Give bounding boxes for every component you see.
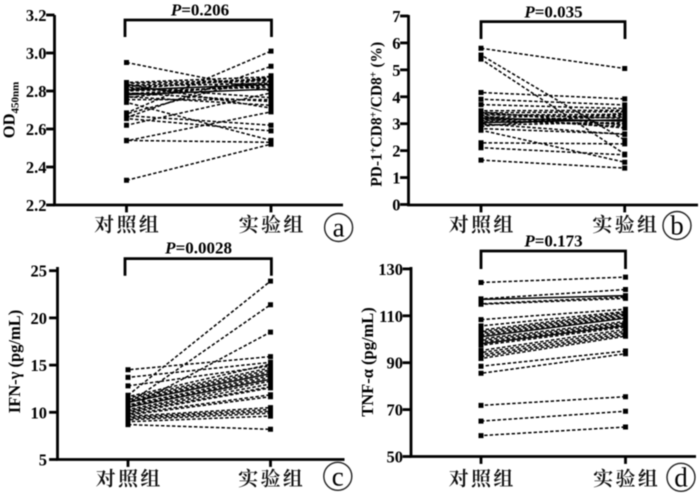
svg-text:7: 7 [392,7,400,26]
svg-text:3: 3 [392,115,400,134]
svg-text:25: 25 [31,262,48,281]
svg-text:1: 1 [392,169,400,188]
svg-text:5: 5 [392,61,400,80]
svg-text:20: 20 [31,309,48,328]
svg-text:70: 70 [387,401,404,420]
svg-text:10: 10 [31,403,48,422]
svg-text:d: d [674,462,688,492]
svg-text:6: 6 [392,34,400,53]
svg-text:90: 90 [387,354,404,373]
svg-text:OD450nm: OD450nm [0,82,21,139]
svg-text:P=0.0028: P=0.0028 [164,239,232,258]
svg-text:P=0.035: P=0.035 [523,3,582,22]
svg-text:IFN-γ (pg/mL): IFN-γ (pg/mL) [5,310,24,414]
svg-text:110: 110 [379,307,403,326]
svg-text:P=0.206: P=0.206 [170,1,229,20]
svg-text:2.4: 2.4 [26,158,47,177]
svg-text:a: a [333,213,345,243]
svg-text:50: 50 [387,448,404,467]
svg-text:PD-1+CD8+/CD8+ (%): PD-1+CD8+/CD8+ (%) [369,42,386,187]
svg-text:130: 130 [378,260,403,279]
svg-text:c: c [332,461,344,491]
svg-text:15: 15 [31,356,48,375]
svg-text:3.2: 3.2 [26,6,47,25]
svg-text:b: b [670,211,684,241]
svg-text:5: 5 [39,451,47,470]
svg-text:0: 0 [392,196,400,215]
svg-text:2.2: 2.2 [26,196,47,215]
svg-text:2.6: 2.6 [26,120,47,139]
svg-text:2.8: 2.8 [26,82,47,101]
svg-text:4: 4 [392,88,400,107]
svg-text:TNF-α (pg/mL): TNF-α (pg/mL) [358,307,377,417]
svg-text:2: 2 [392,142,400,161]
svg-text:3.0: 3.0 [26,44,47,63]
svg-text:P=0.173: P=0.173 [523,232,582,251]
